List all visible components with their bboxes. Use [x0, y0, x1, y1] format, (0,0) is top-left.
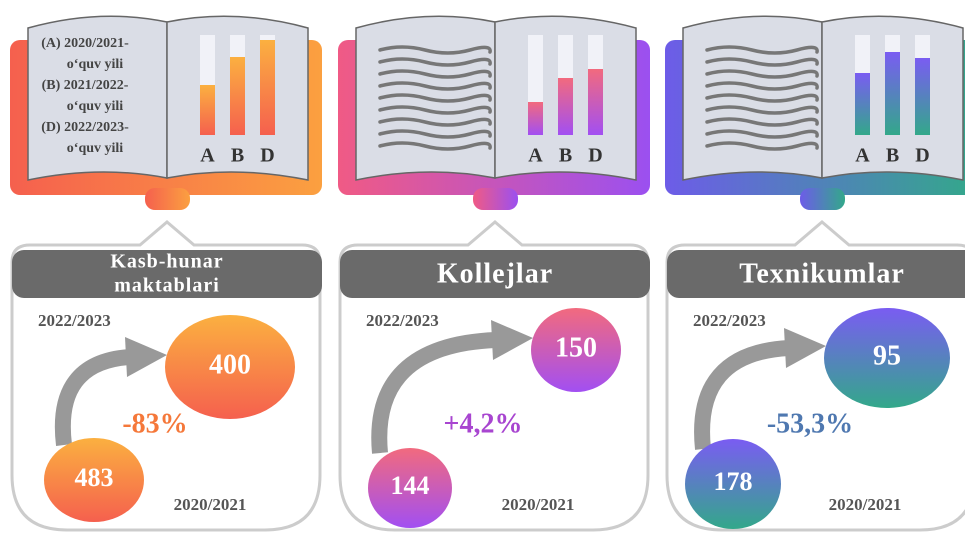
- legend-line: o‘quv yili: [67, 99, 124, 114]
- year-new: 2022/2023: [38, 311, 111, 330]
- legend-line: (B) 2021/2022-: [42, 78, 129, 93]
- year-old: 2020/2021: [829, 495, 902, 514]
- bar: [915, 58, 930, 135]
- book-tab: [473, 188, 518, 210]
- panels: (A) 2020/2021- o‘quv yili (B) 2021/2022- o‘…: [10, 16, 965, 530]
- legend-line: (D) 2022/2023-: [41, 120, 129, 135]
- book-tab: [800, 188, 845, 210]
- year-new: 2022/2023: [366, 311, 439, 330]
- bar-label: A: [200, 145, 215, 167]
- year-old: 2020/2021: [502, 495, 575, 514]
- bar: [885, 52, 900, 135]
- bar: [260, 40, 275, 135]
- bar: [558, 78, 573, 135]
- bar-label: D: [915, 145, 929, 167]
- change: +4,2%: [444, 408, 523, 439]
- legend-line: (A) 2020/2021-: [41, 36, 129, 51]
- bar-label: D: [260, 145, 274, 167]
- book-tab: [145, 188, 190, 210]
- bar: [200, 85, 215, 135]
- bar: [588, 69, 603, 135]
- panel-title: maktablari: [114, 275, 220, 297]
- bar: [855, 73, 870, 135]
- value-old: 483: [75, 463, 114, 492]
- infographic: (A) 2020/2021- o‘quv yili (B) 2021/2022- o‘…: [0, 0, 965, 540]
- legend-line: o‘quv yili: [67, 141, 124, 156]
- panel-title: Texnikumlar: [739, 258, 905, 289]
- legend-line: o‘quv yili: [67, 57, 124, 72]
- year-old: 2020/2021: [174, 495, 247, 514]
- value-old: 178: [714, 467, 753, 496]
- panel: (A) 2020/2021- o‘quv yili (B) 2021/2022- o‘…: [10, 16, 322, 530]
- value-new: 95: [873, 340, 901, 371]
- value-new: 150: [555, 332, 597, 363]
- bar: [528, 102, 543, 135]
- value-old: 144: [391, 471, 430, 500]
- change: -53,3%: [767, 408, 853, 439]
- bar-label: D: [588, 145, 602, 167]
- change: -83%: [122, 408, 187, 439]
- bar: [230, 57, 245, 135]
- bar-label: A: [855, 145, 870, 167]
- bar-label: A: [528, 145, 543, 167]
- bar-label: B: [886, 145, 899, 167]
- panel-title: Kollejlar: [437, 258, 553, 289]
- year-new: 2022/2023: [693, 311, 766, 330]
- panel-title: Kasb-hunar: [110, 251, 223, 273]
- bar-label: B: [559, 145, 572, 167]
- value-new: 400: [209, 349, 251, 380]
- bar-label: B: [231, 145, 244, 167]
